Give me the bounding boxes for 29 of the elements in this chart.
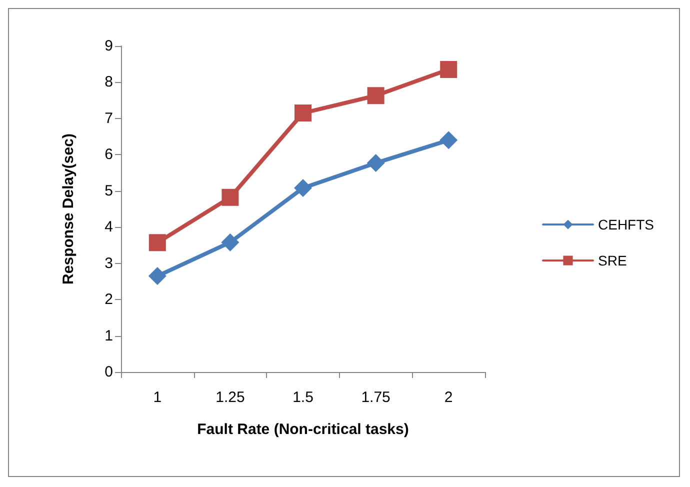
- y-tick-label: 1: [104, 327, 113, 344]
- y-tick-label: 9: [104, 38, 113, 54]
- y-tick-label: 7: [104, 110, 113, 127]
- x-tick-label: 1: [153, 389, 162, 406]
- legend-label: CEHFTS: [598, 216, 654, 232]
- point: [440, 61, 458, 78]
- y-axis-title: Response Delay(sec): [60, 134, 77, 284]
- x-axis-title: Fault Rate (Non-critical tasks): [197, 421, 409, 438]
- x-tick-label: 1.25: [216, 389, 245, 406]
- y-tick-label: 4: [104, 218, 113, 236]
- point: [221, 233, 240, 252]
- y-tick-label: 6: [104, 146, 113, 164]
- y-tick-label: 0: [104, 364, 113, 380]
- point: [440, 131, 458, 150]
- y-tick-label: 3: [104, 254, 113, 272]
- y-tick-label: 5: [104, 182, 113, 200]
- x-tick-label: 1.75: [361, 389, 390, 406]
- point: [366, 154, 385, 172]
- point: [294, 178, 312, 197]
- point: [148, 267, 166, 286]
- y-tick-label: 2: [104, 291, 113, 308]
- legend-label: SRE: [598, 252, 627, 268]
- y-tick-label: 8: [104, 74, 113, 91]
- point: [222, 188, 239, 206]
- point: [148, 234, 166, 252]
- point: [367, 87, 384, 104]
- x-tick-label: 1.5: [292, 389, 314, 406]
- point: [294, 104, 312, 122]
- x-tick-label: 2: [444, 389, 453, 406]
